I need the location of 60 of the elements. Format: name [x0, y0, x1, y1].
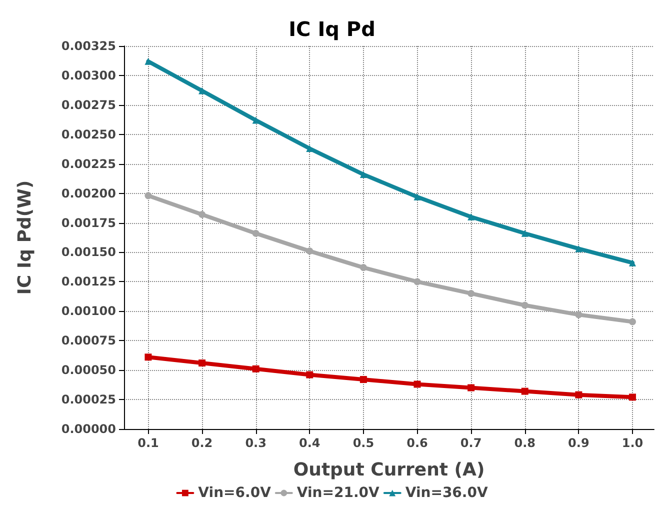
- point: [198, 360, 206, 367]
- point: [360, 264, 367, 272]
- point: [468, 290, 475, 297]
- point: [575, 311, 582, 318]
- x-tick-label: 0.2: [191, 436, 213, 450]
- x-tick-label: 0.6: [406, 436, 428, 450]
- point: [252, 365, 260, 372]
- y-tick-label: 0.00300: [61, 68, 116, 82]
- y-axis-title: IC Iq Pd(W): [14, 180, 36, 295]
- y-tick-label: 0.00075: [61, 334, 116, 348]
- point: [628, 259, 636, 266]
- point: [414, 278, 421, 286]
- point: [144, 354, 152, 361]
- point: [521, 230, 528, 237]
- x-tick-label: 0.9: [568, 436, 590, 450]
- legend-label: Vin=36.0V: [405, 485, 488, 501]
- x-tick-label: 0.7: [460, 436, 482, 450]
- y-tick-label: 0.00325: [61, 39, 116, 53]
- x-tick-label: 0.4: [299, 436, 320, 450]
- legend-label: Vin=21.0V: [296, 485, 380, 501]
- point: [252, 116, 260, 124]
- y-tick-label: 0.00050: [61, 363, 116, 378]
- y-tick-label: 0.00175: [61, 216, 116, 230]
- y-tick-label: 0.00250: [61, 127, 116, 142]
- point: [306, 371, 314, 378]
- point: [468, 384, 475, 392]
- point: [360, 376, 367, 384]
- x-axis-title: Output Current (A): [293, 460, 485, 480]
- point: [414, 380, 421, 388]
- y-tick-label: 0.00125: [61, 274, 116, 289]
- x-tick-label: 1.0: [622, 436, 644, 450]
- point: [468, 213, 475, 220]
- point: [144, 58, 152, 65]
- y-tick-label: 0.00000: [61, 422, 116, 436]
- x-tick-label: 0.5: [352, 436, 374, 450]
- x-tick-label: 0.8: [514, 436, 536, 450]
- chart-title: IC Iq Pd: [288, 17, 376, 41]
- y-tick-label: 0.00025: [61, 392, 116, 407]
- point: [198, 211, 206, 218]
- point: [521, 388, 528, 395]
- line-series: [144, 58, 636, 266]
- x-tick-label: 0.3: [245, 436, 266, 450]
- point: [198, 87, 206, 94]
- point: [628, 318, 636, 326]
- legend-label: Vin=6.0V: [198, 485, 272, 501]
- point: [521, 302, 528, 309]
- y-tick-label: 0.00150: [61, 245, 116, 260]
- point: [628, 394, 636, 401]
- point: [360, 170, 367, 178]
- y-tick-label: 0.00275: [61, 98, 116, 112]
- point: [575, 391, 582, 398]
- point: [575, 245, 582, 252]
- y-tick-label: 0.00200: [61, 186, 116, 200]
- point: [306, 248, 314, 255]
- y-tick-label: 0.00225: [61, 156, 116, 171]
- x-tick-label: 0.1: [138, 436, 159, 450]
- point: [414, 193, 421, 200]
- point: [252, 230, 260, 237]
- y-tick-label: 0.00100: [61, 304, 116, 318]
- point: [144, 192, 152, 200]
